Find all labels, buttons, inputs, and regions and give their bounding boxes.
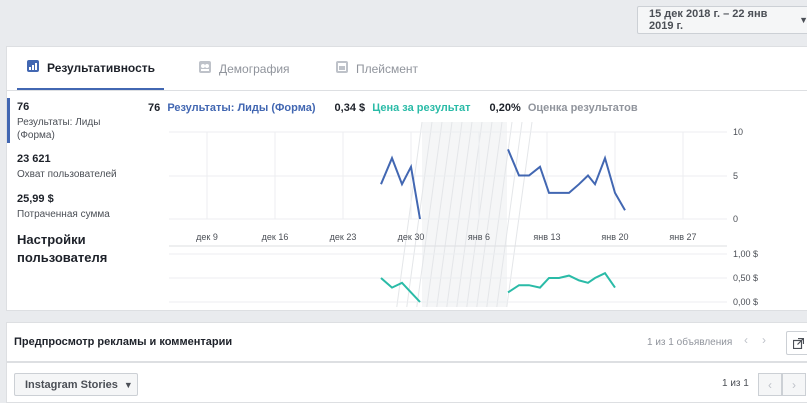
date-range-label: 15 дек 2018 г. – 22 янв 2019 г.	[649, 8, 768, 32]
no-data-hatch	[426, 122, 453, 307]
external-link-icon	[792, 337, 804, 349]
metric-reach-value: 23 621	[17, 153, 51, 165]
metric-reach[interactable]: 23 621 Охват пользователей	[17, 153, 117, 181]
prev-ad-icon[interactable]: ‹	[744, 333, 748, 347]
y-tick-label: 5	[733, 171, 738, 181]
metric-results-value: 76	[17, 101, 30, 113]
cost-line	[380, 277, 421, 303]
no-data-hatch	[416, 122, 443, 307]
summary-score-label[interactable]: Оценка результатов	[527, 102, 638, 114]
results-line	[380, 155, 421, 220]
y-tick-label: 10	[733, 127, 743, 137]
audience-settings-link[interactable]: Настройки пользователя	[17, 232, 108, 265]
no-data-hatch	[436, 122, 463, 307]
placement-icon	[336, 61, 348, 76]
summary-results-label[interactable]: Результаты: Лиды (Форма)	[167, 102, 316, 114]
chevron-down-icon: ▼	[123, 379, 133, 390]
no-data-hatch	[396, 122, 423, 307]
metric-results[interactable]: 76 Результаты: Лиды (Форма)	[17, 101, 112, 142]
date-range-button[interactable]: 15 дек 2018 г. – 22 янв 2019 г. ▼	[637, 6, 807, 34]
ad-count: 1 из 1 объявления	[647, 337, 733, 348]
no-data-hatch	[486, 122, 513, 307]
open-external-button[interactable]	[786, 331, 807, 355]
insights-panel: Результативность Демография Плейсмент 76…	[6, 46, 807, 311]
x-tick-label: дек 30	[398, 232, 425, 242]
tab-demographics[interactable]: Демография	[199, 47, 290, 90]
metric-spend-value: 25,99 $	[17, 193, 54, 205]
tab-performance-label: Результативность	[47, 60, 156, 75]
bar-chart-icon	[27, 60, 39, 75]
x-tick-label: янв 6	[468, 232, 490, 242]
no-data-band	[422, 122, 507, 307]
y-tick-label: 0,50 $	[733, 273, 758, 283]
no-data-hatch	[466, 122, 493, 307]
no-data-hatch	[456, 122, 483, 307]
y-tick-label: 1,00 $	[733, 249, 758, 259]
x-tick-label: янв 27	[669, 232, 696, 242]
performance-chart: 10 5 0 дек 9 дек 16 дек 23 дек 30 янв 6 янв 13 ян…	[169, 122, 758, 307]
metrics-sidebar: 76 Результаты: Лиды (Форма) 23 621 Охват…	[7, 98, 138, 310]
ad-preview-bar: Предпросмотр рекламы и комментарии 1 из …	[6, 322, 807, 362]
cost-line	[507, 271, 616, 294]
no-data-hatch	[446, 122, 473, 307]
metric-spend[interactable]: 25,99 $ Потраченная сумма	[17, 193, 110, 221]
metric-reach-label: Охват пользователей	[17, 169, 117, 180]
metric-results-label: Результаты: Лиды (Форма)	[17, 117, 101, 141]
tab-bar: Результативность Демография Плейсмент	[7, 47, 807, 91]
y-tick-label: 0,00 $	[733, 297, 758, 307]
x-tick-label: янв 20	[601, 232, 628, 242]
x-tick-label: янв 13	[533, 232, 560, 242]
metric-active-indicator	[7, 98, 10, 143]
chevron-down-icon: ▼	[799, 15, 807, 25]
no-data-hatch	[406, 122, 433, 307]
x-tick-label: дек 23	[330, 232, 357, 242]
tab-demographics-label: Демография	[219, 61, 290, 76]
people-icon	[199, 61, 211, 76]
x-tick-label: дек 9	[196, 232, 218, 242]
placement-dropdown[interactable]: Instagram Stories ▼	[14, 373, 138, 396]
summary-results-value: 76	[148, 102, 161, 114]
no-data-hatch	[476, 122, 503, 307]
next-ad-icon[interactable]: ›	[762, 333, 766, 347]
chart-summary: 76 Результаты: Лиды (Форма) 0,34 $ Цена …	[148, 102, 642, 114]
metric-spend-label: Потраченная сумма	[17, 209, 110, 220]
y-tick-label: 0	[733, 214, 738, 224]
tab-placement[interactable]: Плейсмент	[336, 47, 418, 90]
summary-score-value: 0,20%	[489, 102, 521, 114]
prev-placement-button[interactable]: ‹	[758, 373, 782, 396]
placement-bar: Instagram Stories ▼ 1 из 1 ‹ ›	[6, 362, 807, 403]
ad-preview-title: Предпросмотр рекламы и комментарии	[14, 336, 233, 348]
placement-count: 1 из 1	[722, 378, 749, 389]
next-placement-button[interactable]: ›	[782, 373, 806, 396]
results-line	[507, 149, 626, 211]
placement-dropdown-label: Instagram Stories	[25, 378, 118, 391]
no-data-hatch	[496, 122, 523, 307]
tab-performance[interactable]: Результативность	[17, 47, 164, 90]
no-data-hatch	[506, 122, 533, 307]
summary-cost-value: 0,34 $	[334, 102, 366, 114]
tab-placement-label: Плейсмент	[356, 61, 419, 76]
x-tick-label: дек 16	[262, 232, 289, 242]
summary-cost-label[interactable]: Цена за результат	[372, 102, 471, 114]
